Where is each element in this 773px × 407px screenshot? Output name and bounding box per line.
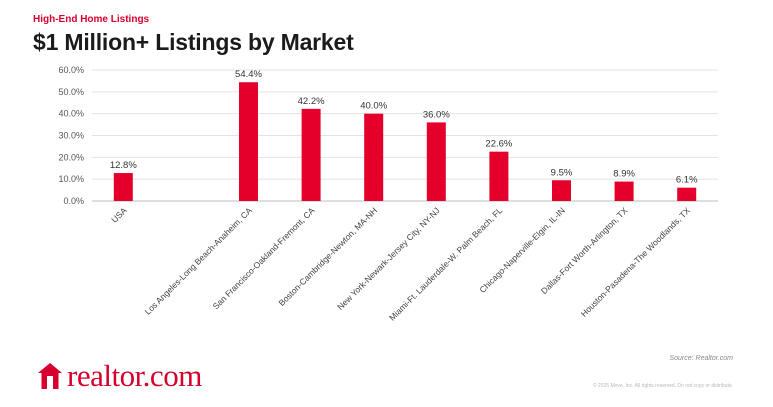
bar [552,180,571,201]
y-tick-label: 20.0% [58,152,84,162]
data-label: 42.2% [298,96,325,107]
source-note: Source: Realtor.com [669,355,733,362]
y-tick-label: 0.0% [63,196,84,206]
x-tick-label: San Francisco-Oakland-Fremont, CA [211,205,317,311]
bar [677,187,697,201]
x-tick-label: New York-Newark-Jersey City, NY-NJ [335,205,442,312]
chart-title: $1 Million+ Listings by Market [33,29,354,55]
chart-subtitle: High-End Home Listings [33,14,150,25]
realtor-logo[interactable]: realtor.com [37,358,202,393]
house-icon [38,363,62,389]
bar-chart: 0.0% 10.0% 20.0% 30.0% 40.0% 50.0% 60.0% 12.8% U… [58,65,718,323]
bar [301,108,321,201]
bar [426,122,446,201]
data-label: 22.6% [485,139,512,150]
bar [489,151,509,201]
x-tick-label: Miami-Ft. Lauderdale-W. Palm Beach, FL [387,205,504,322]
y-tick-label: 40.0% [58,109,84,119]
data-label: 54.4% [235,69,262,80]
y-tick-label: 30.0% [58,131,84,141]
data-label: 12.8% [110,160,137,171]
bar [239,82,258,201]
x-tick-label: Houston-Pasadena-The Woodlands, TX [579,205,693,319]
data-label: 6.1% [676,175,698,186]
data-label: 8.9% [613,169,635,180]
logo-wordmark: realtor.com [67,358,202,393]
data-label: 40.0% [360,101,387,112]
copyright-note: © 2025 Move, Inc. All rights reserved. D… [592,383,733,389]
bar [614,181,634,201]
y-tick-label: 60.0% [58,65,84,75]
data-label: 9.5% [551,167,573,178]
y-tick-label: 10.0% [58,174,84,184]
data-label: 36.0% [423,109,450,120]
x-tick-label: USA [109,205,129,225]
y-tick-label: 50.0% [58,87,84,97]
bar [364,113,384,201]
bar [113,173,133,201]
x-tick-label: Los Angeles-Long Beach-Anaheim, CA [143,205,255,317]
x-tick-label: Boston-Cambridge-Newton, MA-NH [277,205,380,308]
